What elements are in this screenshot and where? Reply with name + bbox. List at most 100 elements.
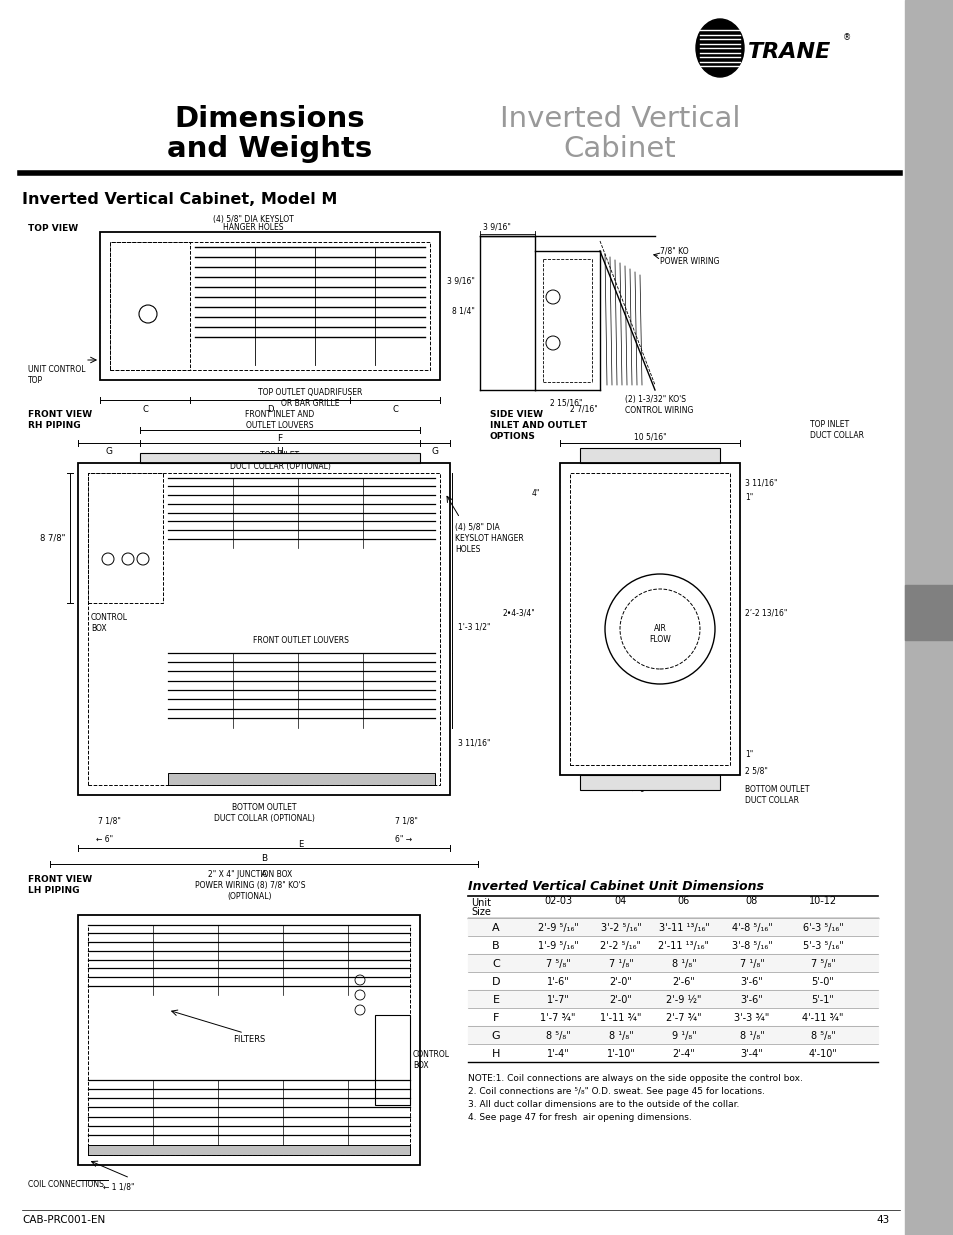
Text: 08: 08: [745, 897, 758, 906]
Text: F: F: [493, 1013, 498, 1023]
Text: 2'-9 ½": 2'-9 ½": [665, 995, 701, 1005]
Text: 2. Coil connections are ⁵/₈" O.D. sweat. See page 45 for locations.: 2. Coil connections are ⁵/₈" O.D. sweat.…: [468, 1087, 764, 1095]
Text: TOP OUTLET QUADRIFUSER
OR BAR GRILLE: TOP OUTLET QUADRIFUSER OR BAR GRILLE: [257, 388, 362, 408]
Text: AIR
FLOW: AIR FLOW: [648, 624, 670, 643]
Bar: [110, 242, 190, 370]
Text: 7 1/8": 7 1/8": [395, 818, 417, 826]
Text: 4'-11 ¾": 4'-11 ¾": [801, 1013, 842, 1023]
Text: 1'-10": 1'-10": [606, 1049, 635, 1058]
Text: CONTROL
BOX: CONTROL BOX: [91, 613, 128, 634]
Text: 2'-0": 2'-0": [609, 977, 632, 987]
Text: 3 11/16": 3 11/16": [744, 478, 777, 487]
Text: 3'-11 ¹³/₁₆": 3'-11 ¹³/₁₆": [658, 923, 709, 932]
Text: Inverted Vertical Cabinet, Model M: Inverted Vertical Cabinet, Model M: [22, 191, 337, 207]
Text: C: C: [142, 405, 148, 414]
Text: 1'-3 1/2": 1'-3 1/2": [457, 622, 490, 632]
Text: NOTE:1. Coil connections are always on the side opposite the control box.: NOTE:1. Coil connections are always on t…: [468, 1074, 802, 1083]
Bar: [375, 1015, 410, 1105]
Text: HANGER HOLES: HANGER HOLES: [222, 224, 283, 232]
Text: 2'-0": 2'-0": [609, 995, 632, 1005]
Text: 06: 06: [678, 897, 689, 906]
Text: 3 9/16": 3 9/16": [447, 275, 475, 285]
Text: (4) 5/8" DIA KEYSLOT: (4) 5/8" DIA KEYSLOT: [213, 215, 294, 224]
Text: CAB-PRC001-EN: CAB-PRC001-EN: [22, 1215, 105, 1225]
Text: 02-03: 02-03: [543, 897, 572, 906]
Text: 3'-6": 3'-6": [740, 977, 762, 987]
Text: 4": 4": [531, 489, 539, 498]
Bar: [88, 473, 163, 603]
Text: D: D: [267, 405, 273, 414]
Bar: [88, 1145, 410, 1155]
Bar: [100, 232, 439, 380]
Text: 1'-9 ⁵/₁₆": 1'-9 ⁵/₁₆": [537, 941, 578, 951]
Text: TRANE: TRANE: [747, 42, 830, 62]
Bar: [168, 773, 435, 785]
Text: ← 1 1/8": ← 1 1/8": [103, 1183, 134, 1192]
Bar: [904, 0, 953, 1235]
Text: ®: ®: [842, 33, 850, 42]
Text: 4'-8 ⁵/₁₆": 4'-8 ⁵/₁₆": [731, 923, 772, 932]
Text: 1'-7 ¾": 1'-7 ¾": [539, 1013, 576, 1023]
Text: 3'-2 ⁵/₁₆": 3'-2 ⁵/₁₆": [600, 923, 640, 932]
Text: 2" X 4" JUNCTION BOX
POWER WIRING (8) 7/8" KO'S
(OPTIONAL): 2" X 4" JUNCTION BOX POWER WIRING (8) 7/…: [194, 869, 305, 902]
Bar: [468, 936, 877, 953]
Text: 2 7/16": 2 7/16": [569, 405, 598, 414]
Text: 2 15/16": 2 15/16": [550, 398, 582, 408]
Text: 7 ¹/₈": 7 ¹/₈": [608, 960, 633, 969]
Text: 3'-6": 3'-6": [740, 995, 762, 1005]
Text: 5'-1": 5'-1": [811, 995, 834, 1005]
Text: 7/8" KO
POWER WIRING: 7/8" KO POWER WIRING: [659, 246, 719, 266]
Bar: [78, 463, 450, 795]
Text: 10-12: 10-12: [808, 897, 836, 906]
Bar: [468, 1044, 877, 1062]
Text: F: F: [277, 433, 282, 443]
Text: FRONT OUTLET LOUVERS: FRONT OUTLET LOUVERS: [253, 636, 349, 645]
Text: B: B: [261, 853, 267, 863]
Bar: [468, 972, 877, 990]
Text: 5'-3 ⁵/₁₆": 5'-3 ⁵/₁₆": [801, 941, 842, 951]
Text: 7 ⁵/₈": 7 ⁵/₈": [810, 960, 835, 969]
Ellipse shape: [696, 19, 743, 77]
Text: FILTERS: FILTERS: [233, 1035, 265, 1044]
Text: 2'-7 ¾": 2'-7 ¾": [665, 1013, 701, 1023]
Text: 4'-10": 4'-10": [808, 1049, 837, 1058]
Text: 3'-8 ⁵/₁₆": 3'-8 ⁵/₁₆": [731, 941, 772, 951]
Text: 8 7/8": 8 7/8": [40, 534, 65, 542]
Text: 1'-4": 1'-4": [546, 1049, 569, 1058]
Text: FRONT INLET AND
OUTLET LOUVERS: FRONT INLET AND OUTLET LOUVERS: [245, 410, 314, 430]
Text: 3'-3 ¾": 3'-3 ¾": [734, 1013, 769, 1023]
Text: E: E: [492, 995, 499, 1005]
Text: Unit: Unit: [471, 898, 491, 908]
Text: 04: 04: [615, 897, 626, 906]
Bar: [88, 473, 439, 785]
Text: 7 ¹/₈": 7 ¹/₈": [739, 960, 763, 969]
Text: 2'-6": 2'-6": [672, 977, 695, 987]
Bar: [468, 1008, 877, 1026]
Bar: [110, 242, 430, 370]
Text: C: C: [492, 960, 499, 969]
Text: 2•4-3/4": 2•4-3/4": [501, 609, 535, 618]
Text: 2'-2 ⁵/₁₆": 2'-2 ⁵/₁₆": [599, 941, 640, 951]
Bar: [468, 953, 877, 972]
Text: 3 11/16": 3 11/16": [457, 739, 490, 747]
Bar: [140, 453, 419, 463]
Bar: [468, 918, 877, 936]
Bar: [559, 463, 740, 776]
Bar: [468, 1026, 877, 1044]
Text: 4. See page 47 for fresh  air opening dimensions.: 4. See page 47 for fresh air opening dim…: [468, 1113, 691, 1123]
Text: TOP INLET
DUCT COLLAR: TOP INLET DUCT COLLAR: [809, 420, 863, 440]
Text: TOP VIEW: TOP VIEW: [28, 224, 78, 233]
Text: 2’-2 13/16": 2’-2 13/16": [744, 609, 786, 618]
Text: 9 ¹/₈": 9 ¹/₈": [671, 1031, 696, 1041]
Text: 6" →: 6" →: [395, 835, 412, 844]
Text: 1'-7": 1'-7": [546, 995, 569, 1005]
Text: Size: Size: [471, 906, 491, 918]
Text: Inverted Vertical Cabinet Unit Dimensions: Inverted Vertical Cabinet Unit Dimension…: [468, 881, 763, 893]
Text: 10 5/16": 10 5/16": [633, 433, 665, 442]
Text: COIL CONNECTIONS: COIL CONNECTIONS: [28, 1179, 104, 1189]
Text: 3'-4": 3'-4": [740, 1049, 762, 1058]
Text: 8 ⁵/₈": 8 ⁵/₈": [545, 1031, 570, 1041]
Text: 5'-0": 5'-0": [811, 977, 834, 987]
Text: BOTTOM OUTLET
DUCT COLLAR (OPTIONAL): BOTTOM OUTLET DUCT COLLAR (OPTIONAL): [213, 803, 314, 823]
Text: 43: 43: [876, 1215, 889, 1225]
